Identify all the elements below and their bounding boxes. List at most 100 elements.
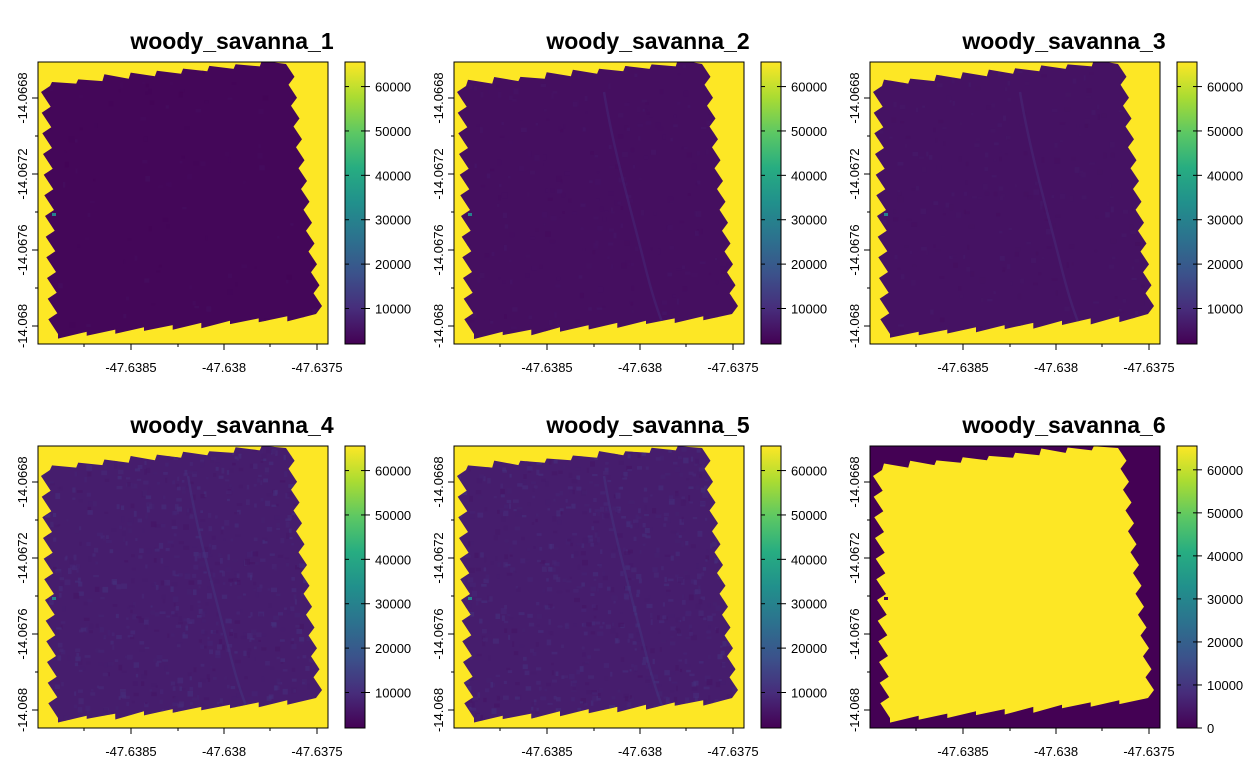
raster-footprint <box>41 62 322 339</box>
legend-tick-label: 60000 <box>1207 80 1243 95</box>
y-tick-label: -14.0676 <box>431 608 446 659</box>
legend-tick-label: 10000 <box>375 301 411 316</box>
raster-plot: -47.6385 -47.638 -47.6375 -14.0668 -14.0672 -… <box>847 445 1243 759</box>
y-tick-label: -14.0672 <box>15 532 30 583</box>
plot-area <box>454 62 744 344</box>
legend-tick-label: 30000 <box>375 597 411 612</box>
y-tick-label: -14.0668 <box>847 456 862 507</box>
raster-footprint <box>873 446 1154 723</box>
y-tick-label: -14.0676 <box>847 224 862 275</box>
legend-tick-label: 40000 <box>1207 168 1243 183</box>
raster-plot: -47.6385 -47.638 -47.6375 -14.0668 -14.0672 -… <box>431 61 827 375</box>
y-tick-label: -14.0676 <box>15 608 30 659</box>
plot-area <box>870 446 1160 728</box>
y-tick-label: -14.0672 <box>431 532 446 583</box>
y-tick-label: -14.0668 <box>431 456 446 507</box>
y-tick-label: -14.068 <box>15 304 30 348</box>
legend-tick-label: 30000 <box>791 213 827 228</box>
y-tick-label: -14.0668 <box>15 72 30 123</box>
pixel-marker <box>884 597 888 600</box>
plot-frame <box>869 445 1161 729</box>
legend-tick-label: 20000 <box>791 641 827 656</box>
pixel-marker <box>468 213 472 216</box>
y-tick-label: -14.068 <box>15 688 30 732</box>
legend-tick-label: 40000 <box>1207 549 1243 564</box>
legend-tick-label: 60000 <box>1207 463 1243 478</box>
map-panel: woody_savanna_4 -47.6385 -47.638 -47.6375 -1… <box>0 384 416 768</box>
legend-tick-label: 40000 <box>375 168 411 183</box>
y-tick-label: -14.0676 <box>15 224 30 275</box>
legend-tick-label: 10000 <box>1207 301 1243 316</box>
legend-tick-label: 50000 <box>375 124 411 139</box>
raster-footprint <box>41 446 322 723</box>
pixel-marker <box>884 213 888 216</box>
x-tick-label: -47.638 <box>202 360 246 375</box>
legend-tick-label: 60000 <box>375 464 411 479</box>
map-panel: woody_savanna_3 -47.6385 -47.638 -47.6375 -1… <box>832 0 1248 384</box>
x-tick-label: -47.638 <box>618 360 662 375</box>
y-tick-label: -14.0672 <box>847 532 862 583</box>
legend-tick-label: 30000 <box>1207 213 1243 228</box>
raster-plot: -47.6385 -47.638 -47.6375 -14.0668 -14.0672 -… <box>15 61 411 375</box>
legend-tick-label: 10000 <box>791 685 827 700</box>
legend-tick-label: 0 <box>1207 721 1214 736</box>
panel-title: woody_savanna_4 <box>130 412 334 438</box>
y-tick-label: -14.0676 <box>431 224 446 275</box>
x-tick-label: -47.638 <box>202 744 246 759</box>
plot-area <box>870 62 1160 344</box>
map-panel: woody_savanna_2 -47.6385 -47.638 -47.6375 -1… <box>416 0 832 384</box>
legend-tick-label: 30000 <box>791 597 827 612</box>
legend-tick-label: 40000 <box>791 168 827 183</box>
x-tick-label: -47.6375 <box>291 360 342 375</box>
legend-tick-label: 50000 <box>1207 124 1243 139</box>
legend-colorbar <box>760 445 782 729</box>
plot-area <box>454 446 744 728</box>
legend-tick-label: 60000 <box>791 80 827 95</box>
plot-frame <box>453 61 745 345</box>
x-tick-label: -47.6385 <box>521 744 572 759</box>
legend-tick-label: 50000 <box>791 124 827 139</box>
x-tick-label: -47.6385 <box>521 360 572 375</box>
x-tick-label: -47.6385 <box>937 744 988 759</box>
legend-colorbar <box>760 61 782 345</box>
x-tick-label: -47.6375 <box>1123 360 1174 375</box>
x-tick-label: -47.6385 <box>105 744 156 759</box>
y-tick-label: -14.0672 <box>431 148 446 199</box>
pixel-marker <box>468 597 472 600</box>
map-panel: woody_savanna_6 -47.6385 -47.638 -47.6375 -1… <box>832 384 1248 768</box>
y-tick-label: -14.068 <box>431 304 446 348</box>
x-tick-label: -47.6375 <box>707 744 758 759</box>
legend-tick-label: 50000 <box>1207 506 1243 521</box>
legend-tick-label: 60000 <box>375 80 411 95</box>
legend-tick-label: 10000 <box>375 685 411 700</box>
legend-tick-label: 40000 <box>375 552 411 567</box>
raster-footprint <box>873 62 1154 338</box>
raster-plot: -47.6385 -47.638 -47.6375 -14.0668 -14.0672 -… <box>431 445 827 759</box>
legend-colorbar <box>1176 61 1198 345</box>
plot-frame <box>37 445 329 729</box>
y-tick-label: -14.0668 <box>431 72 446 123</box>
legend-tick-label: 30000 <box>375 213 411 228</box>
x-tick-label: -47.6375 <box>1123 744 1174 759</box>
legend-tick-label: 20000 <box>791 257 827 272</box>
legend-colorbar <box>344 61 366 345</box>
y-tick-label: -14.0668 <box>15 456 30 507</box>
x-tick-label: -47.6375 <box>291 744 342 759</box>
y-tick-label: -14.0668 <box>847 72 862 123</box>
x-tick-label: -47.6385 <box>105 360 156 375</box>
legend-tick-label: 20000 <box>375 257 411 272</box>
plot-frame <box>37 61 329 345</box>
pixel-marker <box>52 597 56 600</box>
x-tick-label: -47.638 <box>1034 360 1078 375</box>
plot-frame <box>869 61 1161 345</box>
x-tick-label: -47.6385 <box>937 360 988 375</box>
legend-colorbar <box>344 445 366 729</box>
legend-tick-label: 20000 <box>1207 257 1243 272</box>
x-tick-label: -47.638 <box>618 744 662 759</box>
legend-tick-label: 50000 <box>375 508 411 523</box>
legend-tick-label: 50000 <box>791 508 827 523</box>
legend-tick-label: 10000 <box>791 301 827 316</box>
y-tick-label: -14.0676 <box>847 608 862 659</box>
y-tick-label: -14.068 <box>431 688 446 732</box>
pixel-marker <box>52 213 56 216</box>
